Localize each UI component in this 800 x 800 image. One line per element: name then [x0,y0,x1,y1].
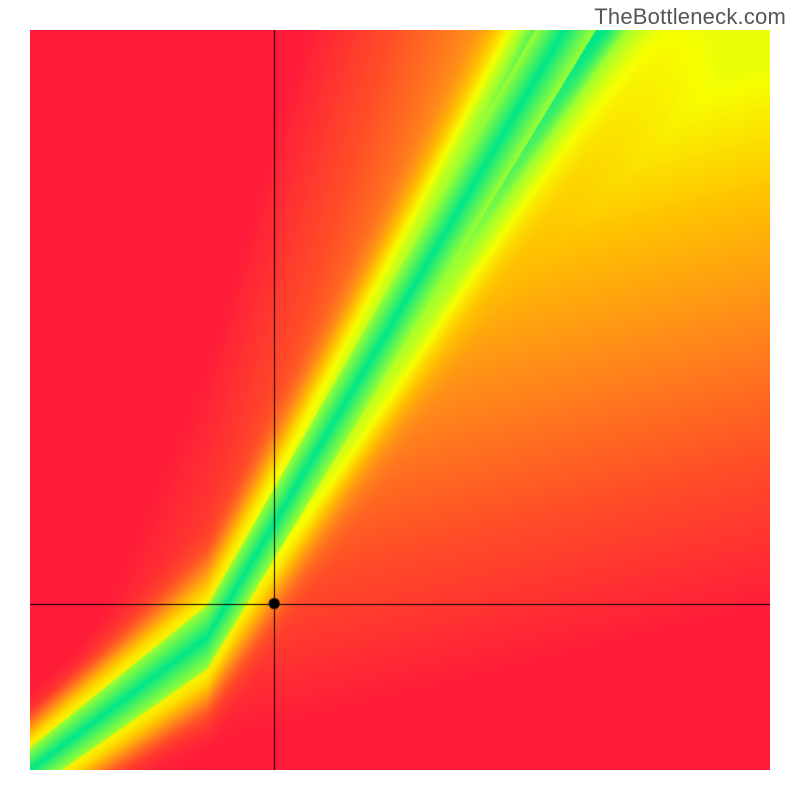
heatmap-canvas [30,30,770,770]
chart-container: TheBottleneck.com [0,0,800,800]
watermark-text: TheBottleneck.com [594,4,786,30]
heatmap-plot [30,30,770,770]
